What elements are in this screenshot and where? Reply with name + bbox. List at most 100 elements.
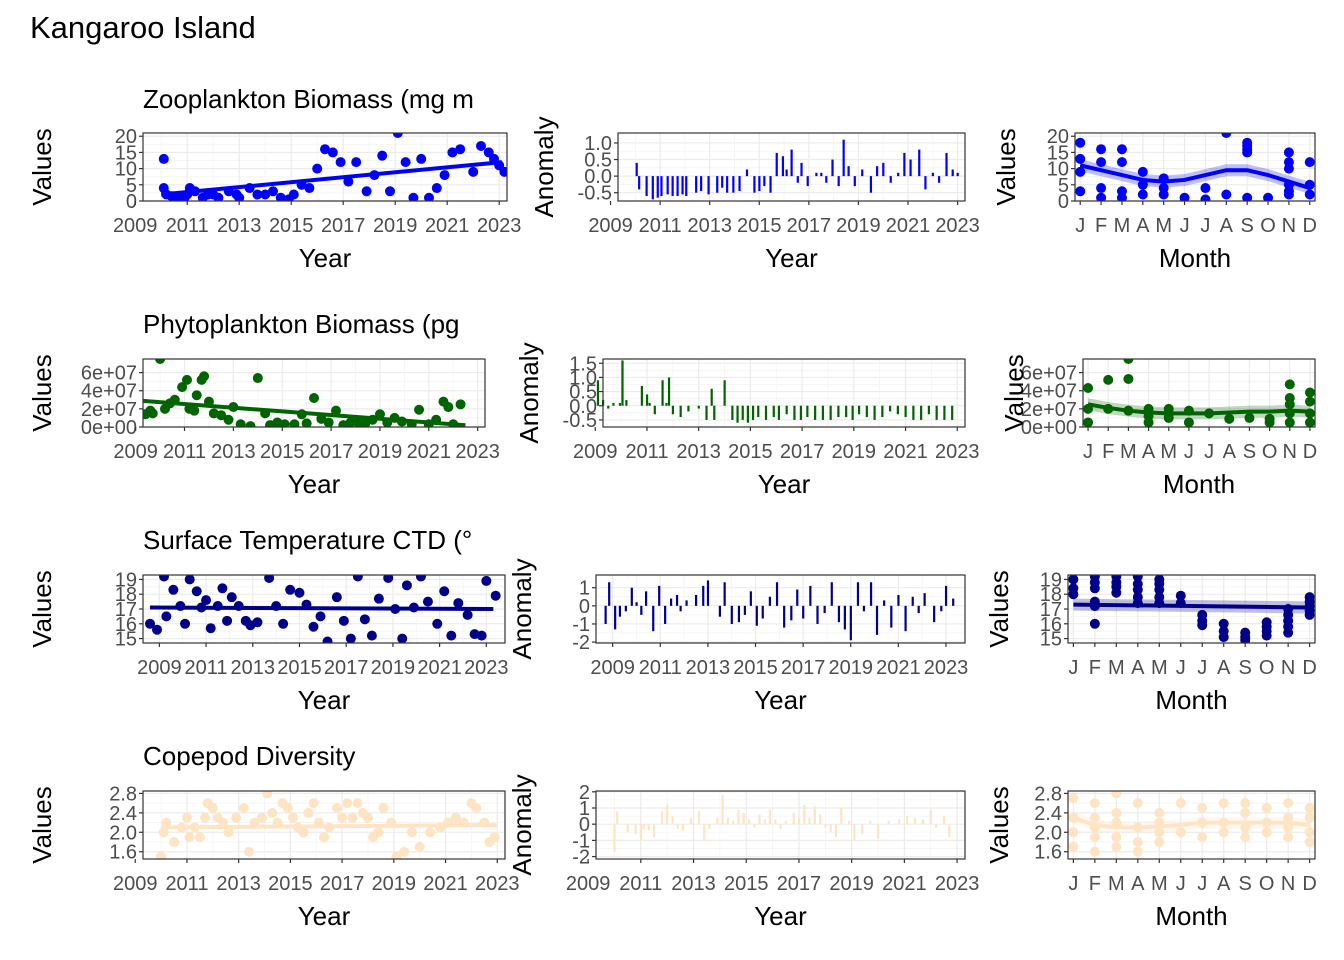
x-tick-label: 2023 [935,441,980,463]
data-point [489,832,500,843]
x-axis-title: Year [765,243,818,273]
x-tick-label: 2011 [619,873,662,895]
anomaly-bar [923,593,926,606]
anomaly-bar [920,405,923,420]
data-point [1240,635,1251,643]
data-point [431,183,442,194]
data-point [330,405,341,416]
data-point [1075,166,1086,177]
x-tick-label: F [1089,657,1101,679]
anomaly-bar [820,172,823,177]
anomaly-bar [829,824,832,833]
x-tick-label: J [1204,441,1214,463]
data-point [1284,379,1295,390]
x-tick-label: 2013 [687,215,732,237]
anomaly-bar [814,405,817,420]
x-tick-label: 2011 [166,215,209,237]
y-axis-title: Anomaly [507,774,537,875]
y-tick-label: 0e+00 [1021,417,1077,439]
anomaly-bar [918,149,921,177]
data-point [1261,827,1272,838]
data-point [184,832,195,843]
x-tick-label: 2019 [832,441,877,463]
data-point [1068,827,1079,838]
anomaly-bar [869,176,873,193]
anomaly-bar [897,594,900,606]
data-point [158,153,169,164]
data-point [1175,827,1186,838]
anomaly-bar [700,176,703,192]
x-tick-label: M [1151,657,1168,679]
anomaly-bar [830,582,833,606]
data-point [1283,147,1294,158]
anomaly-bar [952,598,955,606]
panel-border [617,132,966,202]
data-point [1283,189,1294,200]
data-point [337,812,348,823]
anomaly-bar [898,819,901,825]
data-point [447,147,458,158]
anomaly-bar [896,405,899,415]
anomaly-bar [640,605,643,615]
anomaly-bar [816,605,819,624]
anomaly-bar [608,582,611,606]
anomaly-bar [806,405,809,418]
anomaly-bar [797,817,801,825]
data-point [180,618,191,629]
data-point [287,812,298,823]
anomaly-bar [604,605,607,624]
data-point [338,615,349,626]
data-point [1283,822,1294,833]
y-tick-label: 10 [115,159,137,181]
y-tick-label: 1.0 [569,367,597,389]
anomaly-bar [848,820,851,825]
data-point [264,575,275,583]
anomaly-bar [671,176,674,197]
x-tick-label: N [1282,215,1296,237]
data-point [1089,618,1100,629]
x-tick-label: 2015 [733,657,778,679]
y-tick-label: 6e+07 [81,363,137,385]
trend-line [161,823,498,830]
anomaly-bar [904,405,907,418]
anomaly-bar [645,394,649,406]
anomaly-bar [774,819,777,825]
data-point [345,633,356,643]
x-tick-label: 2013 [671,873,716,895]
x-axis-title: Year [298,685,351,715]
anomaly-bar [779,824,782,830]
anomaly-bar [889,176,892,183]
data-point [1221,133,1232,138]
x-tick-label: M [1108,657,1125,679]
anomaly-bar [675,594,679,606]
panel-bg [596,575,965,643]
anomaly-bar [951,405,954,420]
anomaly-bar [679,405,682,418]
data-point [1304,609,1315,620]
anomaly-bar [706,580,710,606]
x-tick-label: J [1083,441,1093,463]
data-point [1111,807,1122,818]
panel-border [1074,132,1316,202]
anomaly-bar [847,166,850,177]
x-tick-label: 2013 [686,657,731,679]
anomaly-bar [809,585,812,606]
anomaly-bar [865,405,868,418]
data-point [308,798,319,809]
clipped-data [143,359,466,427]
x-tick-label: 2017 [787,215,832,237]
trend-line [149,605,494,611]
data-point [155,359,166,364]
data-layer [158,133,507,201]
data-point [161,817,172,828]
anomaly-bar [837,605,841,623]
data-point [378,803,389,813]
anomaly-bar [652,605,655,632]
anomaly-bar [768,596,771,606]
x-tick-label: M [1155,215,1172,237]
data-layer [145,575,501,643]
x-tick-label: A [1220,215,1234,237]
